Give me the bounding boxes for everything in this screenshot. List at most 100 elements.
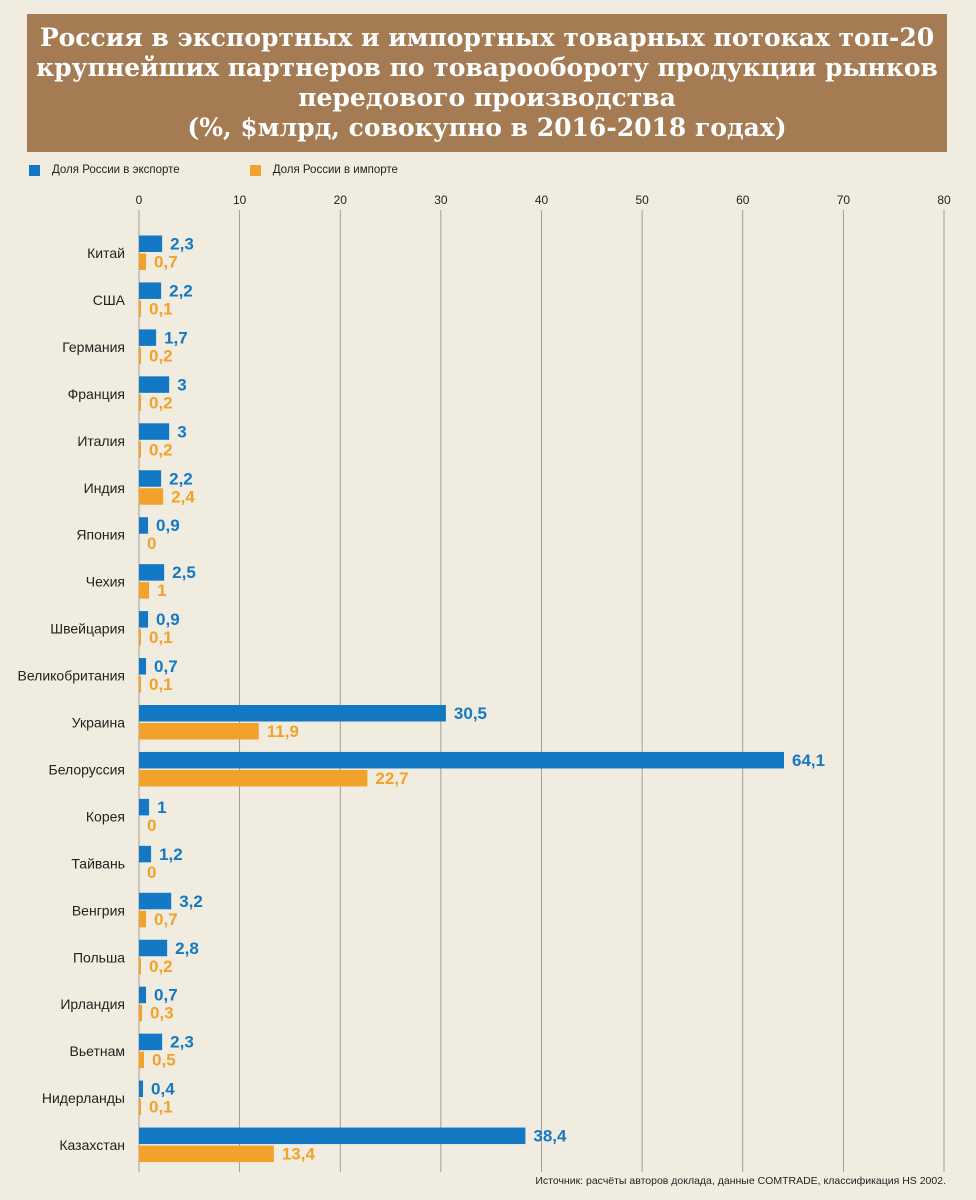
import-value-label-9: 0,1 — [149, 675, 173, 694]
chart-title: Россия в экспортных и импортных товарных… — [27, 14, 947, 152]
import-value-label-16: 0,3 — [150, 1004, 174, 1023]
import-bar-5 — [139, 488, 164, 505]
import-bar-3 — [139, 394, 142, 411]
export-value-label-18: 0,4 — [151, 1080, 175, 1099]
import-value-label-19: 13,4 — [282, 1145, 316, 1164]
import-bar-14 — [139, 910, 147, 928]
export-value-label-2: 1,7 — [164, 328, 188, 347]
category-label-14: Венгрия — [72, 902, 125, 918]
import-bar-2 — [139, 347, 142, 364]
export-value-label-8: 0,9 — [156, 610, 180, 629]
export-bar-4 — [139, 423, 170, 440]
legend-label-export: Доля России в экспорте — [52, 164, 180, 176]
import-bar-4 — [139, 441, 142, 458]
import-bar-15 — [139, 957, 142, 975]
import-bar-18 — [139, 1098, 141, 1116]
category-label-10: Украина — [72, 715, 126, 731]
import-value-label-0: 0,7 — [154, 253, 178, 272]
export-value-label-6: 0,9 — [156, 516, 180, 535]
import-bar-16 — [139, 1004, 143, 1022]
export-value-label-9: 0,7 — [154, 657, 178, 676]
import-bar-1 — [139, 300, 141, 317]
import-value-label-14: 0,7 — [154, 910, 178, 929]
x-tick-label-80: 80 — [937, 193, 951, 207]
import-value-label-5: 2,4 — [171, 487, 195, 506]
legend-swatch-export — [29, 164, 40, 176]
export-bar-1 — [139, 282, 162, 299]
export-bar-0 — [139, 235, 163, 252]
export-value-label-12: 1 — [157, 798, 166, 817]
category-label-9: Великобритания — [17, 668, 125, 684]
import-value-label-2: 0,2 — [149, 346, 173, 365]
export-value-label-15: 2,8 — [175, 939, 199, 958]
category-label-11: Белоруссия — [49, 761, 126, 777]
export-bar-11 — [139, 751, 785, 769]
category-label-12: Корея — [86, 808, 125, 824]
import-value-label-4: 0,2 — [149, 440, 173, 459]
import-value-label-8: 0,1 — [149, 628, 173, 647]
export-value-label-14: 3,2 — [179, 892, 203, 911]
export-value-label-4: 3 — [177, 422, 186, 441]
legend-item-export: Доля России в экспорте — [29, 164, 180, 176]
category-label-13: Тайвань — [71, 855, 125, 871]
export-bar-7 — [139, 564, 165, 581]
export-value-label-3: 3 — [177, 375, 186, 394]
import-bar-8 — [139, 629, 141, 646]
import-bar-11 — [139, 769, 368, 787]
category-label-17: Вьетнам — [69, 1043, 125, 1059]
export-bar-10 — [139, 705, 446, 722]
export-bar-13 — [139, 845, 152, 863]
export-bar-2 — [139, 329, 157, 346]
import-bar-17 — [139, 1051, 145, 1069]
export-bar-12 — [139, 798, 150, 816]
import-bar-9 — [139, 676, 141, 693]
export-value-label-19: 38,4 — [533, 1127, 567, 1146]
export-value-label-1: 2,2 — [169, 281, 193, 300]
import-value-label-15: 0,2 — [149, 957, 173, 976]
export-value-label-0: 2,3 — [170, 235, 194, 254]
export-bar-9 — [139, 658, 147, 675]
title-line-3: передового производства — [298, 83, 676, 112]
export-bar-5 — [139, 470, 162, 487]
category-label-4: Италия — [77, 433, 125, 449]
source-note: Источник: расчёты авторов доклада, данны… — [535, 1175, 946, 1187]
export-value-label-17: 2,3 — [170, 1033, 194, 1052]
x-tick-label-40: 40 — [535, 193, 549, 207]
category-label-0: Китай — [87, 245, 125, 261]
legend: Доля России в экспорте Доля России в имп… — [29, 162, 398, 178]
import-value-label-12: 0 — [147, 816, 156, 835]
import-value-label-6: 0 — [147, 534, 156, 553]
import-value-label-1: 0,1 — [149, 299, 173, 318]
import-value-label-13: 0 — [147, 863, 156, 882]
export-value-label-5: 2,2 — [169, 469, 193, 488]
import-value-label-18: 0,1 — [149, 1098, 173, 1117]
x-tick-label-60: 60 — [736, 193, 750, 207]
export-bar-19 — [139, 1127, 526, 1145]
export-bar-17 — [139, 1033, 163, 1051]
x-tick-label-30: 30 — [434, 193, 448, 207]
export-bar-14 — [139, 892, 172, 910]
title-line-1: Россия в экспортных и импортных товарных… — [39, 23, 935, 52]
category-label-7: Чехия — [86, 574, 125, 590]
import-bar-0 — [139, 253, 147, 270]
import-value-label-7: 1 — [157, 581, 166, 600]
x-tick-label-20: 20 — [334, 193, 348, 207]
category-label-1: США — [93, 292, 126, 308]
import-value-label-10: 11,9 — [267, 722, 299, 741]
import-value-label-3: 0,2 — [149, 393, 173, 412]
export-bar-6 — [139, 517, 149, 534]
export-bar-8 — [139, 611, 149, 628]
category-label-5: Индия — [84, 480, 125, 496]
x-tick-label-10: 10 — [233, 193, 247, 207]
export-bar-18 — [139, 1080, 144, 1098]
legend-label-import: Доля России в импорте — [272, 164, 398, 176]
x-tick-label-70: 70 — [837, 193, 851, 207]
title-line-4: (%, $млрд, совокупно в 2016-2018 годах) — [187, 113, 787, 142]
x-tick-label-50: 50 — [635, 193, 649, 207]
export-value-label-11: 64,1 — [792, 751, 825, 770]
export-value-label-16: 0,7 — [154, 986, 178, 1005]
import-bar-10 — [139, 723, 259, 740]
legend-swatch-import — [249, 164, 261, 176]
export-bar-15 — [139, 939, 168, 957]
